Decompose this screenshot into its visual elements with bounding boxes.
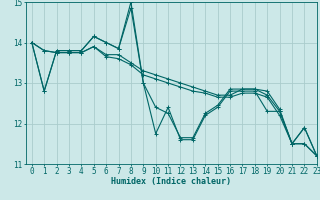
X-axis label: Humidex (Indice chaleur): Humidex (Indice chaleur) (111, 177, 231, 186)
